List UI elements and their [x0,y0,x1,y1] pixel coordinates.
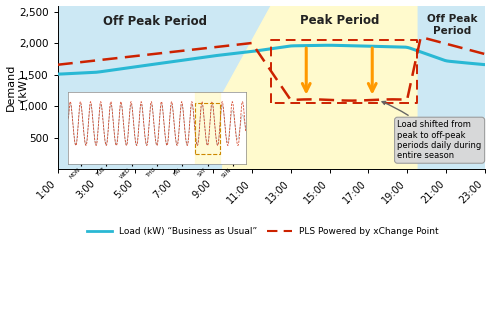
Text: Off Peak Period: Off Peak Period [103,15,207,28]
Y-axis label: Demand
(kW): Demand (kW) [5,64,27,111]
Text: Off Peak
Period: Off Peak Period [427,14,477,36]
Bar [58,6,271,169]
Text: Load shifted from
peak to off-peak
periods daily during
entire season: Load shifted from peak to off-peak perio… [382,101,482,160]
Bar [271,6,417,169]
Polygon shape [223,6,417,169]
Text: Peak Period: Peak Period [300,14,379,27]
Legend: Load (kW) “Business as Usual”, PLS Powered by xChange Point: Load (kW) “Business as Usual”, PLS Power… [83,224,442,240]
Bar [417,6,495,169]
